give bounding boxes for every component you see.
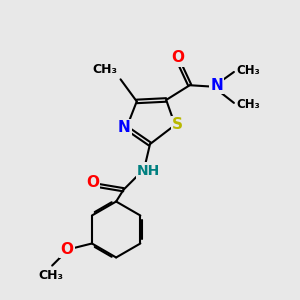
Text: N: N (211, 78, 223, 93)
Text: O: O (172, 50, 184, 65)
Text: CH₃: CH₃ (236, 98, 260, 111)
Text: S: S (172, 118, 183, 133)
Text: CH₃: CH₃ (92, 63, 117, 76)
Text: CH₃: CH₃ (236, 64, 260, 77)
Text: NH: NH (137, 164, 160, 178)
Text: O: O (86, 176, 99, 190)
Text: CH₃: CH₃ (38, 269, 63, 282)
Text: O: O (60, 242, 74, 257)
Text: N: N (118, 120, 130, 135)
